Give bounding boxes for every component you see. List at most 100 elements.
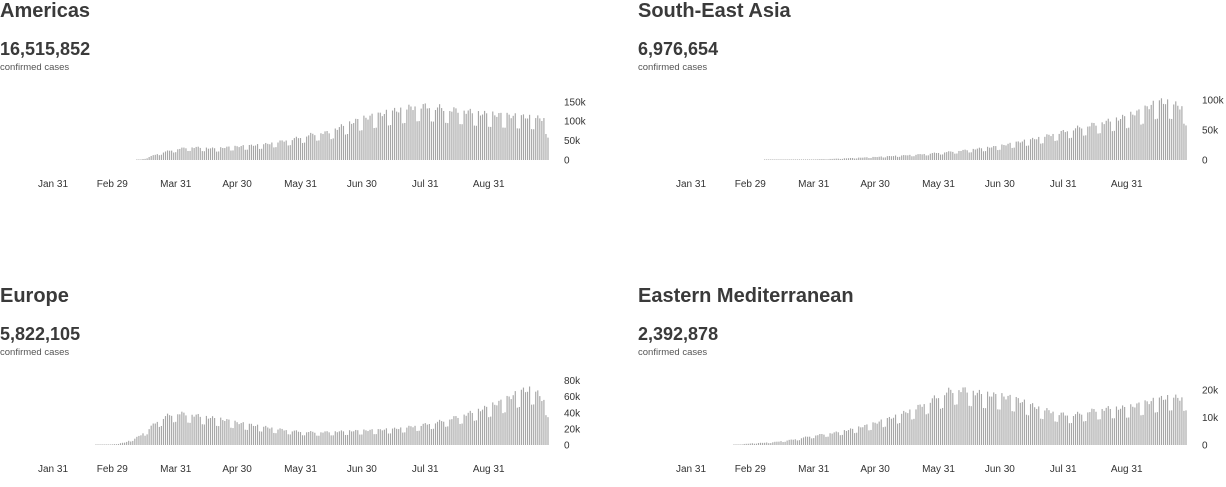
daily-bar: [486, 113, 488, 160]
daily-bar: [424, 103, 426, 160]
daily-bar: [471, 412, 473, 445]
daily-bar: [332, 138, 334, 160]
daily-bar: [1019, 142, 1021, 160]
daily-bar: [1175, 394, 1177, 445]
daily-bar: [798, 440, 800, 445]
daily-bar: [878, 421, 880, 445]
daily-bar: [1023, 139, 1025, 160]
daily-bar: [954, 153, 956, 160]
daily-bar: [790, 159, 792, 160]
daily-bar: [144, 435, 146, 445]
daily-bar: [526, 118, 529, 160]
daily-bar: [1046, 408, 1048, 445]
daily-bar: [187, 151, 189, 160]
daily-bar: [355, 118, 357, 160]
daily-bar: [310, 431, 312, 445]
daily-bar: [465, 113, 467, 160]
daily-bar: [890, 156, 893, 160]
daily-bar: [410, 426, 412, 445]
daily-bar: [1164, 104, 1167, 160]
daily-bar: [829, 158, 831, 160]
daily-bar: [987, 391, 989, 445]
daily-bar: [246, 429, 248, 445]
daily-bar: [1072, 130, 1075, 160]
daily-bar: [845, 430, 848, 445]
daily-bar: [457, 417, 459, 445]
y-tick-label: 150k: [564, 97, 587, 108]
daily-bar: [907, 413, 909, 445]
daily-bar: [367, 119, 369, 160]
daily-bar: [477, 408, 480, 445]
daily-bar: [169, 150, 171, 160]
daily-bar: [320, 432, 322, 445]
daily-bar: [510, 118, 512, 160]
daily-bar: [925, 155, 927, 160]
daily-bar: [1119, 408, 1122, 445]
daily-bar: [1054, 140, 1056, 160]
daily-bar: [1007, 395, 1009, 445]
daily-bar: [306, 136, 308, 160]
daily-bar: [349, 430, 351, 445]
daily-bar: [406, 427, 408, 445]
daily-bar: [543, 399, 545, 445]
daily-bar: [739, 444, 741, 445]
daily-bar: [197, 413, 199, 445]
daily-bar: [293, 138, 295, 160]
daily-bar: [1058, 133, 1060, 160]
daily-bar: [287, 434, 289, 445]
daily-bar: [882, 427, 884, 445]
daily-bar: [152, 423, 154, 445]
daily-bar: [299, 432, 302, 445]
daily-bar: [185, 415, 187, 445]
daily-bar: [459, 124, 461, 160]
daily-bar: [837, 432, 839, 445]
daily-bar: [1140, 124, 1142, 160]
x-tick-label: Jun 30: [347, 179, 377, 190]
daily-bar: [1077, 411, 1079, 445]
daily-bar: [365, 430, 367, 445]
daily-bar: [1101, 122, 1103, 160]
daily-bar: [285, 430, 287, 445]
confirmed-caption: confirmed cases: [0, 62, 70, 73]
daily-bar: [858, 157, 860, 160]
daily-bar: [541, 401, 543, 445]
daily-bar: [439, 419, 441, 445]
daily-bar: [189, 150, 191, 160]
daily-bar: [391, 428, 394, 445]
daily-bar: [1003, 396, 1005, 445]
daily-bar: [537, 115, 539, 160]
daily-cases-chart: 0 20k 40k 60k 80k Jan 31 Feb 29 Mar 31 Apr 30 May…: [38, 376, 581, 475]
daily-bar: [211, 416, 214, 445]
daily-bar: [383, 429, 385, 445]
daily-bar: [396, 111, 398, 160]
daily-bar: [884, 426, 886, 446]
daily-bar: [755, 443, 758, 445]
daily-bar: [876, 423, 878, 445]
daily-bar: [929, 153, 931, 160]
daily-bar: [402, 432, 404, 445]
daily-bar: [870, 157, 872, 160]
daily-bar: [308, 432, 310, 445]
daily-bar: [790, 439, 792, 445]
x-tick-label: Feb 29: [97, 464, 129, 475]
daily-bar: [817, 159, 819, 160]
daily-bar: [498, 400, 500, 445]
daily-bar: [964, 149, 966, 160]
x-tick-label: Jun 30: [985, 464, 1015, 475]
daily-bar: [901, 413, 903, 445]
daily-bar: [304, 142, 306, 160]
daily-bar: [324, 431, 326, 445]
daily-bar: [195, 414, 197, 445]
daily-bar: [508, 396, 510, 445]
daily-bar: [839, 435, 841, 445]
daily-bar: [1128, 127, 1130, 160]
daily-bar: [504, 412, 506, 445]
daily-bar: [387, 433, 390, 445]
daily-bar: [1173, 397, 1175, 445]
daily-bar: [1134, 115, 1136, 160]
daily-bar: [543, 118, 545, 160]
daily-bar: [263, 426, 265, 445]
daily-bar: [798, 159, 800, 160]
daily-bar: [1144, 400, 1146, 445]
daily-bar: [935, 153, 938, 160]
